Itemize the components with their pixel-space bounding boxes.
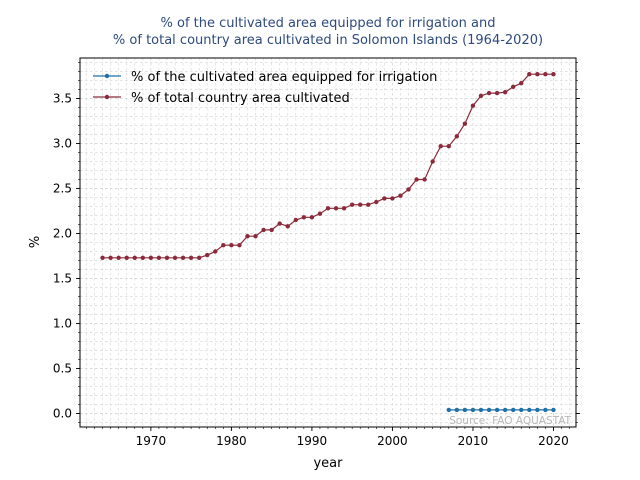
- series-1-point: [374, 199, 379, 205]
- series-1-point: [510, 84, 516, 90]
- y-tick-label: 3.5: [53, 92, 72, 106]
- series-1-point: [398, 193, 403, 198]
- series-1-point: [470, 103, 476, 108]
- series-1-point: [382, 196, 387, 201]
- series-1-point: [438, 144, 443, 149]
- series-1-point: [221, 243, 226, 248]
- series-0-point: [535, 407, 540, 413]
- series-1-point: [180, 255, 186, 260]
- axis-ticks: 1970 1980 1990 2000 2010 2020 0.0 0.5 1.0 1.5 2.0 2…: [53, 62, 580, 448]
- series-1-point: [132, 255, 137, 260]
- y-tick-label: 1.0: [53, 317, 72, 331]
- y-tick-label: 0.0: [53, 407, 72, 421]
- series-0-point: [470, 407, 476, 413]
- series-1-point: [172, 255, 178, 260]
- series-1-point: [414, 177, 419, 182]
- x-tick-label: 2010: [458, 434, 489, 448]
- series-1-point: [140, 255, 146, 260]
- y-tick-label: 0.5: [53, 362, 72, 376]
- series-1-point: [205, 252, 210, 258]
- series-1-point: [494, 90, 500, 96]
- chart-title-line-1: % of the cultivated area equipped for ir…: [161, 16, 496, 31]
- series-0-point: [543, 407, 548, 413]
- series-1-point: [406, 187, 411, 192]
- x-tick-label: 1980: [216, 434, 247, 448]
- series-1-point: [124, 255, 129, 260]
- series-1-point: [551, 72, 556, 77]
- series-1-point: [164, 255, 170, 260]
- chart-title-line-2: % of total country area cultivated in So…: [113, 33, 543, 48]
- x-tick-label: 2000: [377, 434, 408, 448]
- series-1-point: [309, 215, 315, 220]
- series-1-point: [390, 196, 395, 201]
- series-1-point: [261, 227, 266, 233]
- series-1-point: [100, 255, 105, 260]
- series-0-point: [551, 407, 556, 413]
- series-1-point: [341, 206, 347, 211]
- source-note: Source: FAO AQUASTAT: [449, 415, 571, 427]
- series-0-point: [486, 407, 492, 413]
- series-1-point: [478, 93, 484, 99]
- series-1-point: [156, 255, 162, 260]
- series-1-point: [108, 255, 113, 260]
- series-1-point: [422, 177, 427, 182]
- series-1-point: [519, 81, 524, 86]
- series-0-point: [454, 407, 460, 413]
- series-1-point: [285, 224, 290, 229]
- series-1-point: [293, 217, 298, 223]
- series-1-point: [213, 249, 218, 254]
- y-tick-label: 1.5: [53, 272, 72, 286]
- series-1-point: [245, 234, 250, 239]
- plot-series: [100, 72, 556, 413]
- series-1-point: [325, 206, 331, 211]
- y-tick-label: 2.5: [53, 182, 72, 196]
- series-1-point: [188, 255, 194, 260]
- series-1-point: [454, 134, 460, 139]
- series-1-point: [535, 72, 540, 77]
- series-1-point: [430, 159, 435, 164]
- grid: [80, 58, 576, 427]
- y-axis-label: %: [28, 236, 43, 248]
- series-0-point: [519, 407, 524, 413]
- x-tick-label: 1990: [297, 434, 328, 448]
- series-0-point: [502, 407, 508, 413]
- legend-label-irrigation: % of the cultivated area equipped for ir…: [131, 70, 437, 85]
- series-1-point: [116, 255, 121, 260]
- series-1-point: [527, 72, 532, 77]
- series-0-point: [478, 407, 484, 413]
- series-1-point: [301, 215, 307, 220]
- series-0-point: [462, 407, 468, 413]
- y-tick-label: 3.0: [53, 137, 72, 151]
- y-tick-label: 2.0: [53, 227, 72, 241]
- series-1-point: [446, 144, 451, 149]
- series-1-point: [229, 243, 234, 248]
- x-tick-label: 2020: [538, 434, 569, 448]
- legend-marker-irrigation: [104, 73, 110, 79]
- series-1-point: [148, 255, 154, 260]
- x-axis-label: year: [313, 456, 343, 471]
- series-1-point: [486, 90, 492, 96]
- series-1-point: [543, 72, 548, 77]
- series-1-point: [502, 90, 508, 95]
- series-1-point: [237, 243, 242, 248]
- series-0-point: [527, 407, 532, 413]
- series-1-point: [253, 234, 258, 239]
- series-0-point: [494, 407, 500, 413]
- legend-marker-cultivated: [104, 94, 110, 100]
- series-1-point: [277, 221, 282, 226]
- series-1-point: [269, 227, 274, 233]
- x-tick-label: 1970: [136, 434, 167, 448]
- series-1-point: [358, 202, 363, 207]
- series-1-point: [462, 121, 468, 126]
- series-1-point: [349, 202, 355, 207]
- series-0-point: [510, 407, 516, 413]
- series-1-point: [317, 211, 323, 216]
- series-1-point: [366, 202, 371, 207]
- legend-label-cultivated: % of total country area cultivated: [131, 91, 350, 106]
- legend: % of the cultivated area equipped for ir…: [93, 70, 437, 106]
- series-0-point: [446, 407, 451, 413]
- series-1-point: [333, 206, 339, 211]
- series-1-point: [196, 255, 202, 260]
